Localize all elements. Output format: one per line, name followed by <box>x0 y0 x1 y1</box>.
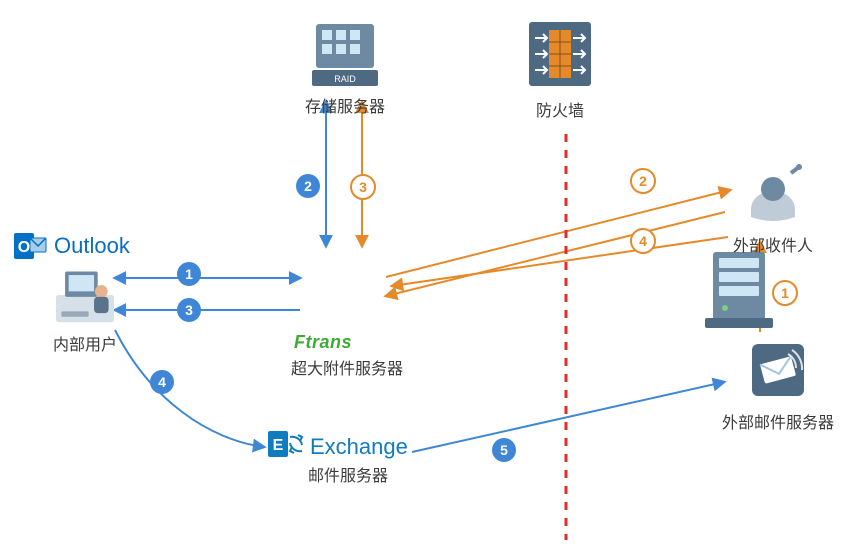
step-badge: 1 <box>772 280 798 306</box>
svg-text:RAID: RAID <box>334 74 356 84</box>
node-storage: RAID 存储服务器 <box>300 18 390 117</box>
exchange-brand: E Exchange <box>268 429 408 464</box>
step-badge: 2 <box>296 174 320 198</box>
firewall-icon <box>505 22 615 97</box>
svg-text:E: E <box>273 437 284 454</box>
ext-recipient-label: 外部收件人 <box>718 232 828 256</box>
outlook-icon: O <box>14 231 48 261</box>
step-badge: 4 <box>150 370 174 394</box>
exchange-icon: E <box>268 429 304 464</box>
raid-icon: RAID <box>300 18 390 93</box>
outlook-brand: O Outlook <box>14 229 164 263</box>
svg-text:O: O <box>18 239 30 256</box>
arrow-o2 <box>386 190 730 277</box>
node-ftrans-server <box>705 252 773 330</box>
step-badge: 5 <box>492 438 516 462</box>
node-ext-mail: 外部邮件服务器 <box>718 340 838 433</box>
ftrans-brand: Ftrans <box>294 332 352 353</box>
outlook-text: Outlook <box>54 233 130 259</box>
step-badge: 4 <box>630 228 656 254</box>
arrow-o2r <box>386 212 725 296</box>
step-badge: 3 <box>177 298 201 322</box>
user-icon <box>30 264 140 331</box>
exchange-text: Exchange <box>310 434 408 460</box>
exchange-label: 邮件服务器 <box>278 462 418 486</box>
internal-user-label: 内部用户 <box>30 331 140 355</box>
node-internal-user: 内部用户 <box>30 264 140 355</box>
step-badge: 1 <box>177 262 201 286</box>
node-ext-recipient: 外部收件人 <box>718 163 828 256</box>
ftrans-label: 超大附件服务器 <box>272 355 422 379</box>
firewall-label: 防火墙 <box>505 97 615 121</box>
arrow-o4 <box>392 237 728 286</box>
arrow-e5 <box>412 382 724 452</box>
external-mail-icon <box>718 340 838 409</box>
storage-label: 存储服务器 <box>300 93 390 117</box>
step-badge: 3 <box>350 174 376 200</box>
node-firewall: 防火墙 <box>505 22 615 121</box>
ext-mail-label: 外部邮件服务器 <box>718 409 838 433</box>
step-badge: 2 <box>630 168 656 194</box>
external-recipient-icon <box>718 163 828 232</box>
diagram-stage: O Outlook 内部用户 RAID <box>0 0 858 546</box>
